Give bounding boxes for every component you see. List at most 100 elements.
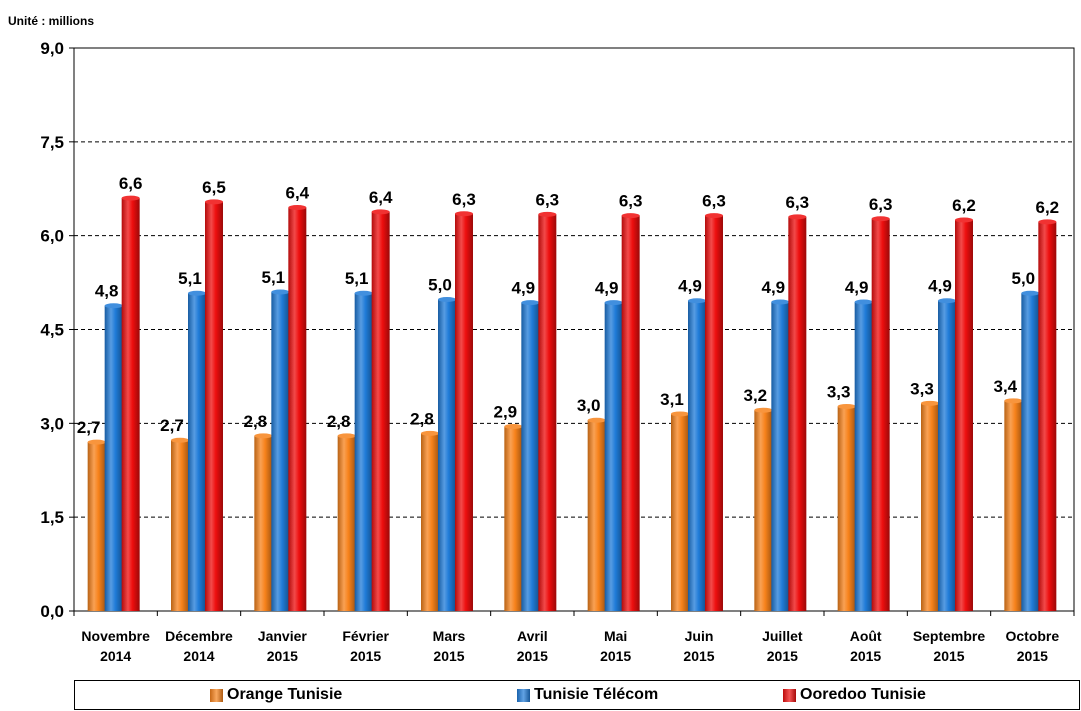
bar-tunisie-telecom [604, 302, 623, 611]
bar-ooredoo-tunisie [705, 215, 723, 611]
y-tick-label: 1,5 [40, 508, 64, 527]
data-label: 4,9 [845, 278, 869, 297]
legend-item-orange-tunisie: Orange Tunisie [210, 686, 342, 704]
legend-swatch-tunisie-telecom [517, 688, 530, 702]
bar-cap-orange-tunisie [1004, 398, 1023, 404]
x-tick-label: Décembre [165, 628, 233, 644]
data-label: 6,2 [1036, 198, 1060, 217]
x-tick-label-year: 2015 [683, 648, 714, 664]
data-label: 4,8 [95, 282, 119, 301]
bar-orange-tunisie [837, 406, 856, 611]
bar-cap-ooredoo-tunisie [121, 195, 140, 201]
data-label: 6,3 [452, 190, 476, 209]
bar-cap-tunisie-telecom [688, 298, 706, 304]
bar-cap-ooredoo-tunisie [371, 209, 390, 215]
bar-cap-orange-tunisie [254, 433, 273, 439]
bar-cap-tunisie-telecom [271, 289, 290, 295]
bar-cap-ooredoo-tunisie [1038, 219, 1057, 225]
data-label: 3,3 [827, 382, 851, 401]
unit-label: Unité : millions [8, 14, 95, 28]
data-label: 4,9 [512, 279, 536, 298]
legend-swatch-ooredoo-tunisie [783, 688, 796, 702]
bar-tunisie-telecom [438, 299, 456, 611]
data-label: 4,9 [678, 277, 702, 296]
bar-ooredoo-tunisie [538, 214, 557, 612]
bar-cap-tunisie-telecom [938, 298, 956, 304]
bar-ooredoo-tunisie [288, 207, 307, 611]
bar-orange-tunisie [587, 420, 606, 611]
legend-swatch-orange-tunisie [210, 688, 223, 702]
x-tick-label-year: 2015 [1017, 648, 1048, 664]
data-label: 6,4 [286, 184, 310, 203]
bar-cap-orange-tunisie [171, 437, 189, 443]
bar-cap-ooredoo-tunisie [455, 211, 473, 217]
bar-cap-orange-tunisie [421, 430, 439, 436]
x-tick-label-year: 2015 [350, 648, 381, 664]
bar-orange-tunisie [337, 435, 356, 611]
data-label: 5,1 [178, 269, 202, 288]
legend-item-tunisie-telecom: Tunisie Télécom [517, 686, 658, 704]
bar-orange-tunisie [171, 440, 189, 611]
bar-cap-orange-tunisie [754, 407, 773, 413]
bar-orange-tunisie [504, 426, 523, 611]
bar-cap-orange-tunisie [504, 423, 523, 429]
bar-cap-orange-tunisie [87, 439, 106, 445]
bar-cap-ooredoo-tunisie [288, 205, 307, 211]
chart-legend: Orange Tunisie Tunisie Télécom Ooredoo T… [74, 680, 1080, 710]
bar-cap-ooredoo-tunisie [538, 211, 557, 217]
legend-label-ooredoo-tunisie: Ooredoo Tunisie [800, 686, 926, 703]
x-tick-label: Octobre [1005, 628, 1059, 644]
bar-chart: 0,0 1,5 3,0 4,5 6,0 7,5 9,0 2,7 4,8 6,6 Novembre 20… [40, 39, 1075, 664]
bar-tunisie-telecom [771, 301, 790, 611]
bar-tunisie-telecom [688, 300, 706, 611]
data-label: 6,3 [702, 192, 726, 211]
data-label: 2,8 [327, 412, 351, 431]
data-label: 2,7 [160, 416, 184, 435]
x-tick-label-year: 2015 [767, 648, 798, 664]
data-label: 6,5 [202, 178, 226, 197]
x-tick-label: Mars [433, 628, 466, 644]
bar-cap-tunisie-telecom [604, 300, 623, 306]
legend-label-orange-tunisie: Orange Tunisie [227, 686, 343, 703]
bar-cap-ooredoo-tunisie [205, 199, 223, 205]
bar-cap-ooredoo-tunisie [621, 213, 640, 219]
legend-item-ooredoo-tunisie: Ooredoo Tunisie [783, 686, 926, 704]
bar-cap-orange-tunisie [921, 400, 939, 406]
y-tick-label: 0,0 [40, 602, 64, 621]
bar-cap-ooredoo-tunisie [955, 217, 973, 223]
legend-label-tunisie-telecom: Tunisie Télécom [534, 686, 659, 703]
bar-cap-tunisie-telecom [188, 290, 206, 296]
bar-orange-tunisie [87, 442, 106, 611]
bar-orange-tunisie [754, 410, 773, 611]
data-label: 4,9 [595, 279, 619, 298]
x-tick-label-year: 2015 [600, 648, 631, 664]
bar-tunisie-telecom [188, 293, 206, 611]
data-label: 3,0 [577, 396, 601, 415]
x-tick-label-year: 2015 [267, 648, 298, 664]
x-tick-label: Mai [604, 628, 627, 644]
y-tick-label: 4,5 [40, 321, 64, 340]
data-label: 5,1 [345, 269, 369, 288]
bar-orange-tunisie [421, 433, 439, 611]
x-tick-label-year: 2014 [100, 648, 131, 664]
x-tick-label: Juin [685, 628, 714, 644]
data-label: 6,3 [619, 192, 643, 211]
bar-cap-ooredoo-tunisie [705, 213, 723, 219]
bar-cap-orange-tunisie [587, 417, 606, 423]
bar-cap-tunisie-telecom [771, 299, 790, 305]
data-label: 6,3 [536, 190, 560, 209]
data-label: 2,9 [494, 402, 518, 421]
bar-ooredoo-tunisie [371, 211, 390, 611]
x-tick-label: Avril [517, 628, 548, 644]
bar-cap-tunisie-telecom [438, 296, 456, 302]
x-tick-label: Février [342, 628, 389, 644]
x-tick-label-year: 2015 [850, 648, 881, 664]
bar-cap-orange-tunisie [671, 411, 689, 417]
bar-cap-orange-tunisie [337, 433, 356, 439]
bar-cap-tunisie-telecom [1021, 290, 1040, 296]
x-tick-label: Janvier [258, 628, 308, 644]
data-label: 5,0 [428, 275, 452, 294]
y-tick-label: 6,0 [40, 227, 64, 246]
data-label: 6,3 [869, 195, 893, 214]
